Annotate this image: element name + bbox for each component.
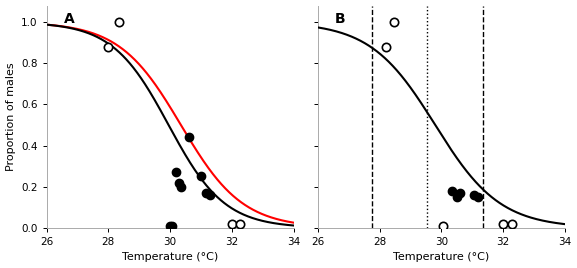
Text: B: B (335, 12, 346, 26)
Y-axis label: Proportion of males: Proportion of males (6, 62, 16, 171)
Text: A: A (64, 12, 74, 26)
X-axis label: Temperature (°C): Temperature (°C) (394, 252, 489, 262)
X-axis label: Temperature (°C): Temperature (°C) (122, 252, 218, 262)
